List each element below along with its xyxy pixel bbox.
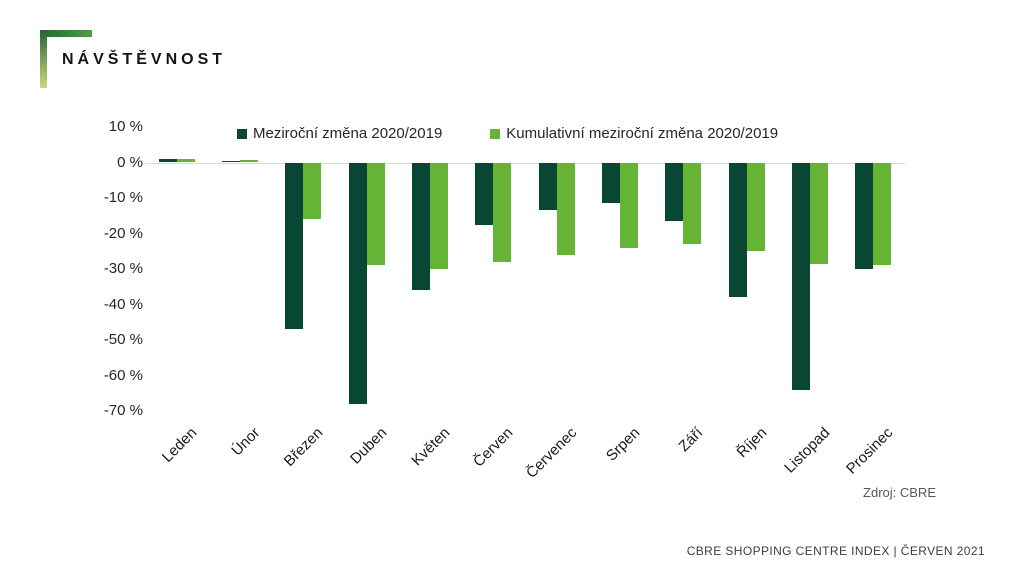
chart-bar <box>556 162 575 255</box>
y-axis-label: -40 % <box>103 296 143 313</box>
chart-bar <box>683 162 702 245</box>
y-axis-label: -20 % <box>103 225 143 242</box>
y-axis-label: -50 % <box>103 331 143 348</box>
chart-bar <box>366 162 385 266</box>
page-title: NÁVŠTĚVNOST <box>62 51 227 68</box>
legend-swatch-yoy <box>237 128 247 139</box>
chart-bar <box>348 162 367 404</box>
chart-bar <box>303 162 322 220</box>
brand-corner-accent-horizontal <box>40 30 92 37</box>
y-axis-label: 10 % <box>108 118 143 135</box>
chart-bar <box>176 158 195 163</box>
chart-bar <box>285 162 304 330</box>
footer-index-label: CBRE SHOPPING CENTRE INDEX | ČERVEN 2021 <box>686 544 985 558</box>
chart-bar <box>493 162 512 262</box>
chart-bar <box>222 161 240 163</box>
source-note: Zdroj: CBRE <box>863 485 936 500</box>
chart-bar <box>810 162 828 264</box>
legend-item-cumulative: Kumulativní meziroční změna 2020/2019 <box>490 125 778 142</box>
chart-bar <box>728 162 747 298</box>
chart-bar <box>475 162 494 225</box>
chart-bar <box>873 162 892 266</box>
chart-bar <box>855 162 874 269</box>
y-axis-label: -10 % <box>103 189 143 206</box>
y-axis-label: -30 % <box>103 260 143 277</box>
chart-bar <box>158 158 177 163</box>
chart-bar <box>665 162 684 222</box>
chart-bar <box>792 162 810 390</box>
y-axis-label: -70 % <box>103 402 143 419</box>
legend-item-yoy: Meziroční změna 2020/2019 <box>237 125 442 142</box>
chart-bar <box>746 162 765 252</box>
chart-bar <box>620 162 638 248</box>
chart-bar <box>538 162 557 211</box>
chart-bar <box>602 162 620 204</box>
legend-label-yoy: Meziroční změna 2020/2019 <box>253 125 443 142</box>
legend-swatch-cumulative <box>490 128 501 139</box>
chart-bar <box>430 162 448 269</box>
zero-gridline <box>145 163 905 164</box>
chart-bar <box>412 162 430 291</box>
legend-label-cumulative: Kumulativní meziroční změna 2020/2019 <box>506 125 779 142</box>
y-axis-label: -60 % <box>103 367 143 384</box>
y-axis-label: 0 % <box>117 154 143 171</box>
chart-bar <box>240 159 258 163</box>
chart-legend: Meziroční změna 2020/2019 Kumulativní me… <box>237 125 778 142</box>
brand-corner-accent-vertical <box>40 30 47 88</box>
